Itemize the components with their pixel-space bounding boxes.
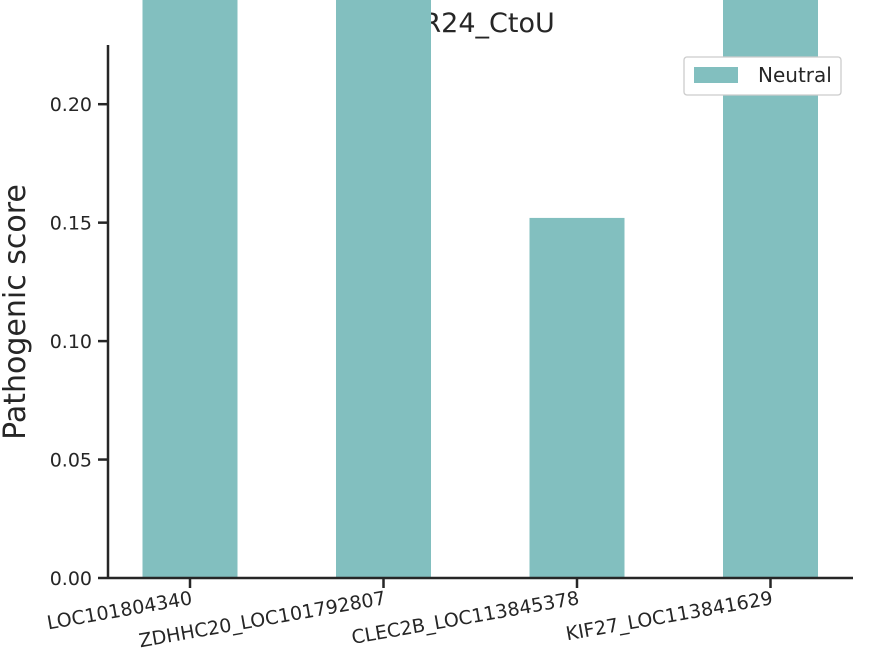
bars-group bbox=[142, 0, 818, 579]
y-ticks: 0.000.050.100.150.200.250.300.350.40 bbox=[50, 94, 108, 590]
x-tick-label: KIF27_LOC113841629 bbox=[564, 587, 774, 645]
y-tick-label: 0.20 bbox=[50, 94, 92, 116]
bar-zdhhc20_loc101792807 bbox=[336, 0, 431, 578]
bar-kif27_loc113841629 bbox=[723, 0, 818, 578]
y-axis-label: Pathogenic score bbox=[0, 184, 33, 440]
bar-clec2b_loc113845378 bbox=[529, 217, 625, 579]
y-tick-label: 0.15 bbox=[50, 213, 92, 235]
y-tick-label: 0.05 bbox=[50, 450, 92, 472]
x-ticks: LOC101804340ZDHHC20_LOC101792807CLEC2B_L… bbox=[45, 578, 774, 652]
legend-swatch bbox=[694, 67, 738, 83]
legend: Neutral bbox=[683, 56, 842, 96]
y-tick-label: 0.10 bbox=[50, 331, 92, 353]
y-tick-label: 0.00 bbox=[50, 568, 92, 590]
legend-frame bbox=[683, 56, 842, 96]
bar-loc101804340 bbox=[142, 0, 238, 578]
legend-label: Neutral bbox=[758, 63, 832, 87]
